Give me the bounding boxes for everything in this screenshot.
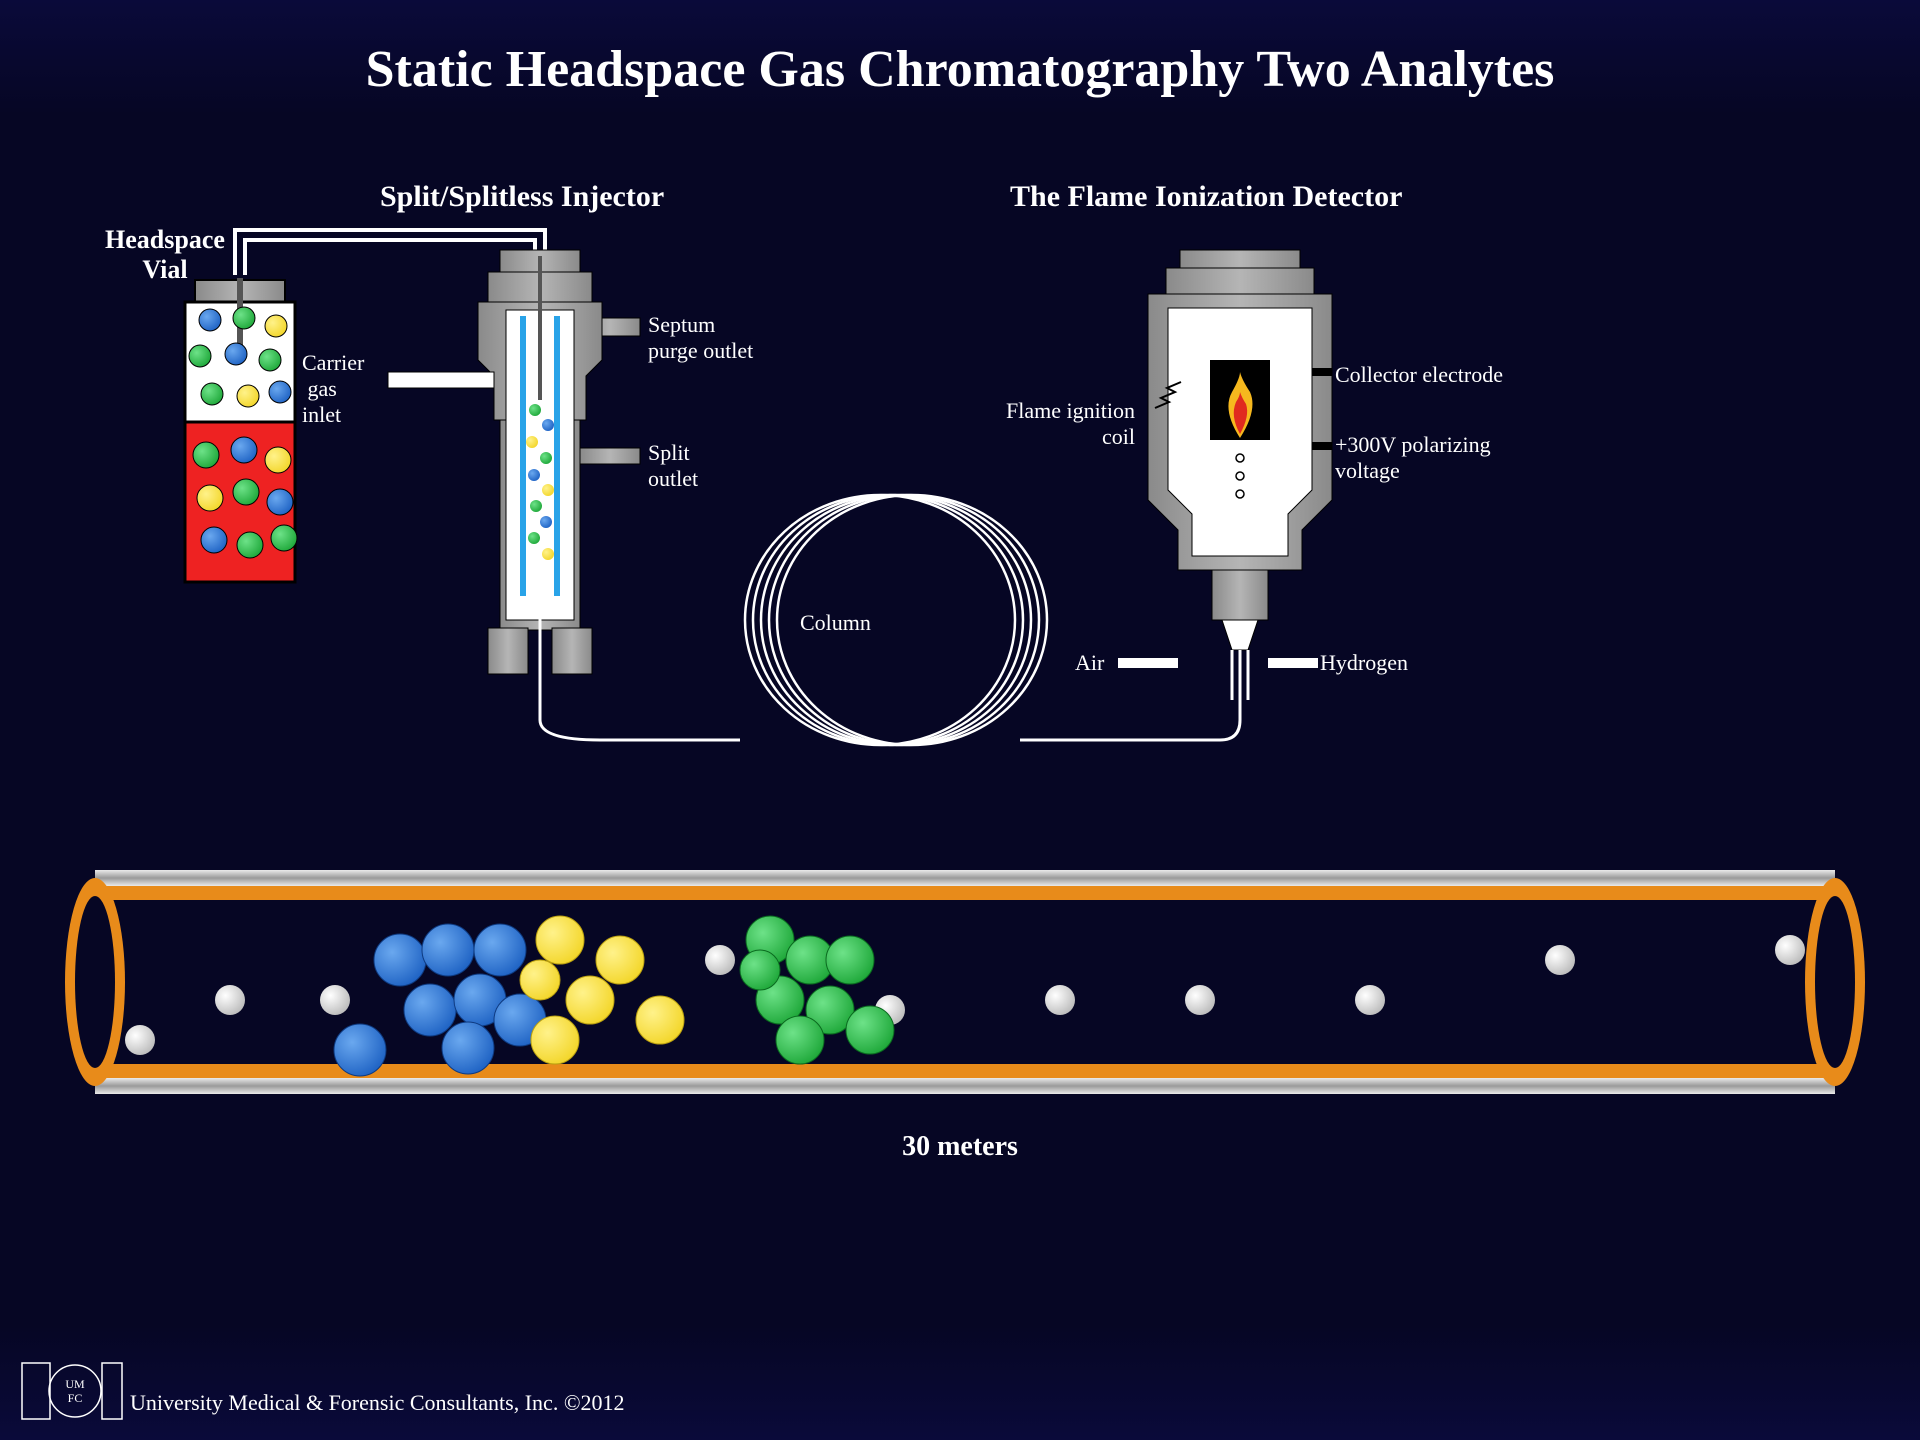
transfer-line — [240, 235, 540, 275]
injector — [388, 250, 640, 720]
umfc-logo: UM FC — [20, 1355, 125, 1430]
footer-text: University Medical & Forensic Consultant… — [130, 1390, 625, 1416]
flame-ionization-detector — [1118, 250, 1332, 700]
tube-length-label: 30 meters — [902, 1131, 1018, 1162]
svg-text:FC: FC — [68, 1391, 83, 1405]
separation-tube — [65, 870, 1865, 1094]
svg-text:UM: UM — [65, 1377, 85, 1391]
gc-diagram: 30 meters — [0, 0, 1920, 1440]
column-coil — [540, 495, 1240, 745]
headspace-vial — [185, 278, 297, 582]
